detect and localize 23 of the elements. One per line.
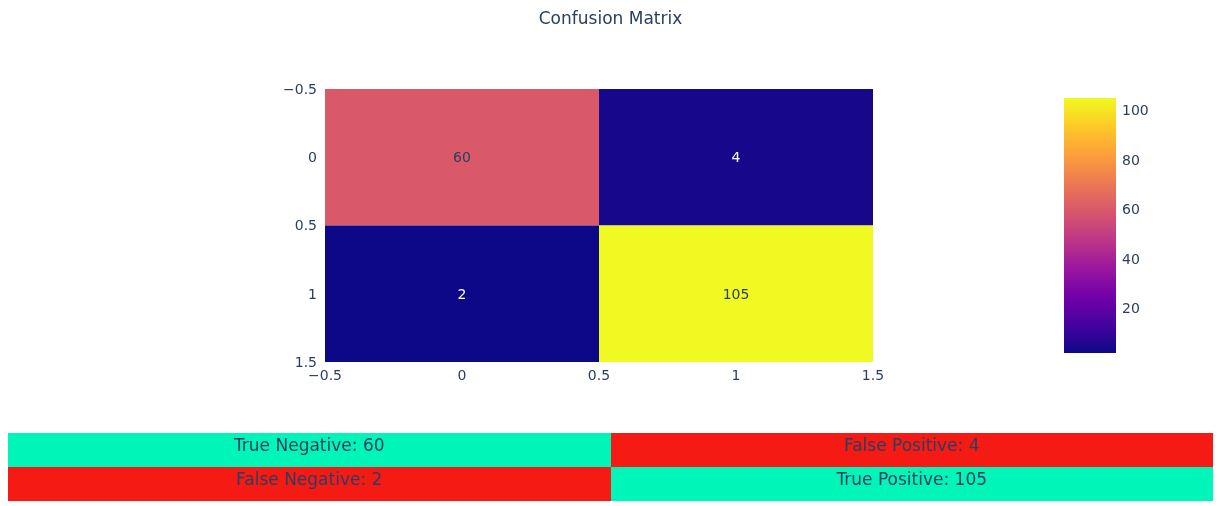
data-label: 4 [731, 149, 741, 166]
y-tick-label: 1 [308, 285, 317, 302]
text: True Positive: 105 [610, 467, 1213, 501]
y-tick-label: −0.5 [283, 80, 317, 97]
y-tick-label: 0 [308, 149, 317, 166]
y-tick-label: 0.5 [294, 217, 317, 234]
chart-title: Confusion Matrix [537, 8, 684, 28]
text: False Negative: 2 [8, 467, 611, 501]
text: False Positive: 4 [610, 433, 1213, 467]
data-label: 105 [722, 285, 750, 302]
x-tick-label: 0.5 [587, 366, 611, 383]
x-tick-label: 0 [457, 366, 467, 383]
data-label: 2 [457, 285, 467, 302]
color-bar-label: 80 [1122, 151, 1140, 168]
color-bar-label: 40 [1122, 250, 1140, 267]
text: True Negative: 60 [8, 433, 611, 467]
x-tick-label: 1 [731, 366, 741, 383]
x-tick-label: 1.5 [861, 366, 885, 383]
color-bar-label: 60 [1122, 201, 1140, 218]
color-bar-label: 20 [1122, 300, 1140, 317]
y-tick-label: 1.5 [294, 353, 317, 370]
data-label: 60 [453, 149, 471, 166]
color-bar-label: 100 [1122, 102, 1149, 119]
